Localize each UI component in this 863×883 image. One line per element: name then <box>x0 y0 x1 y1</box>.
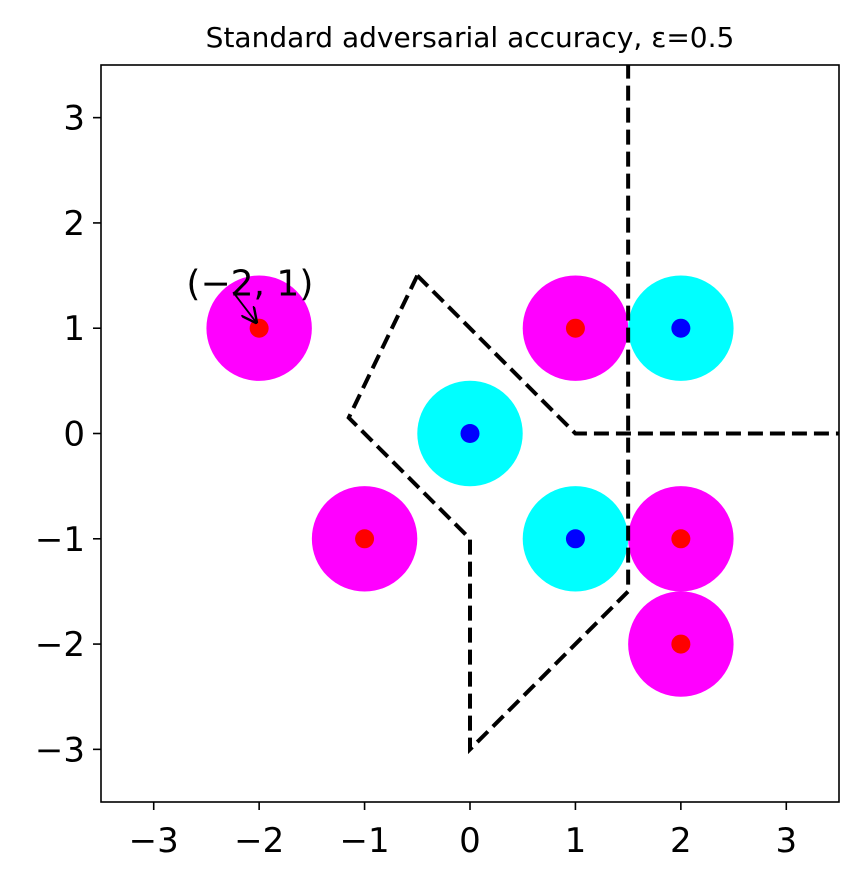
annotation-arrow-0 <box>232 291 256 322</box>
y-tick-label: 0 <box>63 415 85 455</box>
data-points <box>249 318 691 654</box>
x-tick-label: 2 <box>670 821 692 861</box>
data-point-0-2 <box>355 529 375 549</box>
y-tick-label: 3 <box>63 99 85 139</box>
data-point-0-0 <box>249 318 269 338</box>
y-tick-label: −2 <box>35 625 85 665</box>
annotations: (−2, 1) <box>186 264 313 323</box>
boundary-segment-1 <box>415 274 839 436</box>
x-tick-label: 1 <box>565 821 587 861</box>
x-axis-ticks: −3 −2 −1 0 1 2 3 <box>129 802 797 861</box>
data-point-0-1 <box>565 318 585 338</box>
y-tick-label: −1 <box>35 520 85 560</box>
data-point-1-0 <box>671 318 691 338</box>
plot-area <box>206 65 839 755</box>
y-tick-label: 1 <box>63 309 85 349</box>
chart-title: Standard adversarial accuracy, ε=0.5 <box>206 21 735 54</box>
y-axis-ticks: −3 −2 −1 0 1 2 3 <box>35 99 101 770</box>
data-point-1-2 <box>565 529 585 549</box>
data-point-1-1 <box>460 424 480 443</box>
annotation-label-0: (−2, 1) <box>186 264 313 305</box>
data-point-0-4 <box>671 634 691 654</box>
y-tick-label: −3 <box>35 730 85 770</box>
decision-boundary <box>346 65 839 755</box>
x-tick-label: −2 <box>234 821 284 861</box>
data-point-0-3 <box>671 529 691 549</box>
x-tick-label: 3 <box>775 821 797 861</box>
y-tick-label: 2 <box>63 204 85 244</box>
x-tick-label: 0 <box>459 821 481 861</box>
x-tick-label: −3 <box>129 821 179 861</box>
boundary-segment-0 <box>346 65 631 755</box>
x-tick-label: −1 <box>340 821 390 861</box>
